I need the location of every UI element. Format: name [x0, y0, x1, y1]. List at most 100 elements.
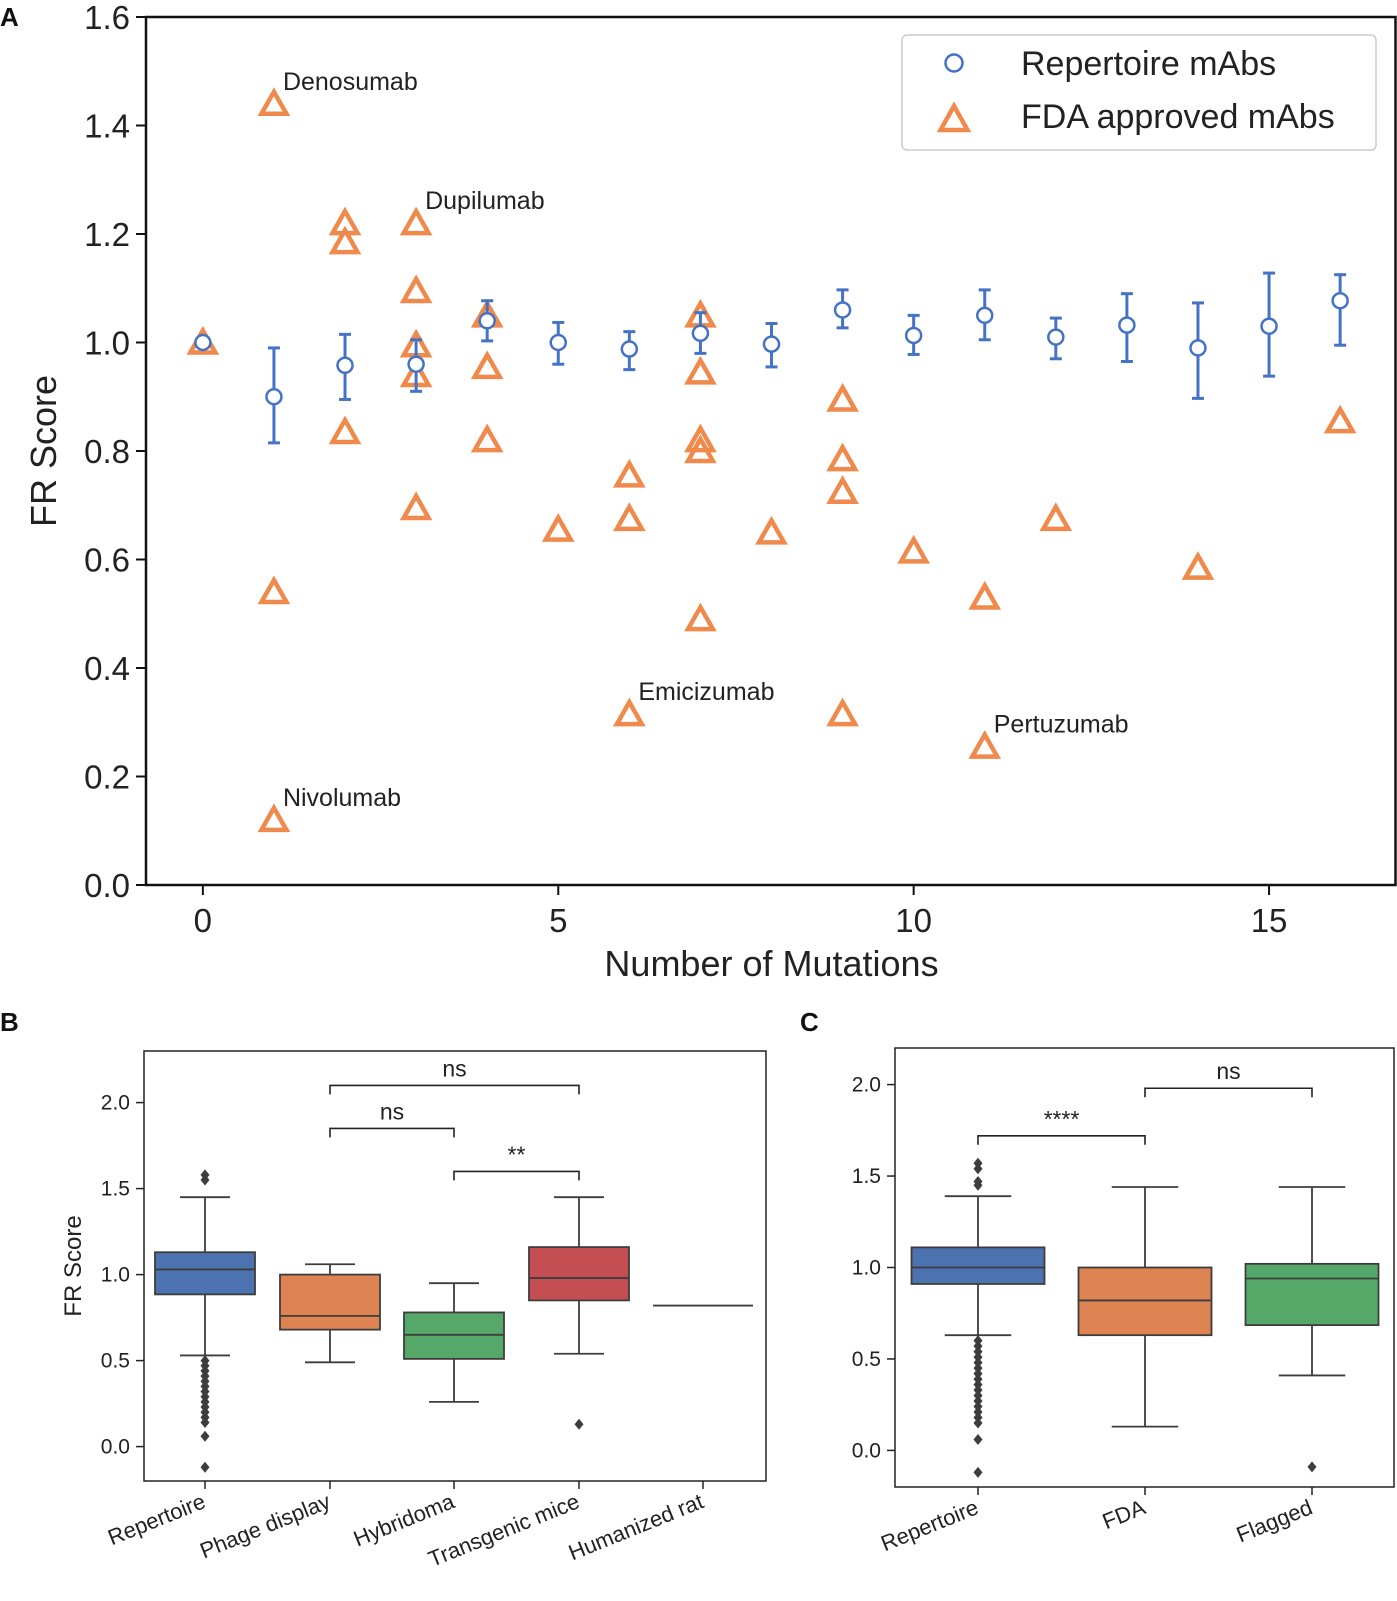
fda-point: [1181, 551, 1215, 580]
fda-point: [826, 475, 859, 504]
repertoire-point: [336, 356, 354, 375]
fda-point: [399, 491, 433, 521]
x-tick-label: Repertoire: [877, 1494, 982, 1556]
fda-point: [755, 515, 788, 545]
outlier-point: [200, 1430, 210, 1442]
x-tick-label: FDA: [1099, 1494, 1149, 1534]
outlier-point: [973, 1163, 983, 1175]
repertoire-point: [194, 333, 212, 352]
outlier-point: [973, 1417, 983, 1429]
x-tick-label: Phage display: [196, 1488, 334, 1563]
fda-point: [684, 423, 717, 453]
x-tick-label-a: 0: [194, 902, 212, 939]
repertoire-point: [975, 306, 994, 325]
box: [154, 1251, 256, 1296]
outlier-point: [973, 1433, 983, 1445]
fda-point: [399, 206, 433, 236]
y-tick-label-a: 0.8: [84, 433, 130, 470]
y-tick-label-a: 0.6: [84, 542, 130, 579]
fda-point: [826, 697, 859, 727]
fda-point: [328, 415, 362, 445]
fda-point: [897, 534, 931, 564]
repertoire-point: [407, 355, 425, 373]
box: [528, 1246, 630, 1302]
y-axis-label: FR Score: [60, 1215, 87, 1316]
box: [1244, 1262, 1380, 1327]
x-tick-label-a: 10: [895, 902, 932, 939]
y-tick-label: 2.0: [852, 1074, 881, 1097]
y-axis-label-a: FR Score: [23, 375, 64, 527]
y-tick-label: 1.5: [101, 1178, 130, 1201]
fda-point: [1039, 502, 1073, 532]
repertoire-point: [1047, 328, 1065, 346]
fda-point: [684, 355, 717, 385]
repertoire-point: [478, 312, 496, 330]
panel-c-boxplot: 0.0 0.5 1.0 1.5 2.0 Repertoire FDA Flagged ns ***…: [852, 1047, 1395, 1556]
panel-letter-b: B: [0, 1007, 19, 1037]
panel-a-scatter: 0.0 0.2 0.4 0.6 0.8 1.0 1.2 1.4 1.6 0 5 10 15 Number …: [23, 0, 1397, 984]
y-tick-label-a: 1.0: [84, 325, 130, 362]
repertoire-point: [1189, 339, 1207, 357]
y-tick-label-a: 0.2: [84, 759, 130, 796]
fda-point: [470, 350, 504, 380]
x-tick-label: Humanized rat: [565, 1488, 707, 1565]
outlier-point: [200, 1174, 210, 1186]
significance-label: ns: [380, 1098, 404, 1124]
fda-point: [968, 730, 1002, 759]
outlier-point: [200, 1461, 210, 1473]
legend-label-repertoire: Repertoire mAbs: [1021, 45, 1276, 83]
annotation-label: Emicizumab: [638, 678, 774, 706]
fda-point: [684, 602, 717, 632]
x-tick-label-a: 5: [549, 902, 567, 939]
fda-point: [328, 225, 362, 255]
box: [1077, 1266, 1213, 1337]
repertoire-point: [833, 301, 852, 319]
fda-point: [399, 274, 433, 304]
repertoire-point: [1331, 291, 1349, 310]
significance-label: ****: [1044, 1106, 1080, 1132]
y-tick-label-a: 1.4: [84, 108, 130, 145]
fda-point: [257, 803, 291, 833]
y-tick-label: 1.5: [852, 1165, 881, 1188]
fda-point: [1323, 404, 1357, 434]
repertoire-point: [1260, 317, 1278, 335]
fda-point: [541, 513, 575, 542]
significance-bracket: [329, 1084, 580, 1095]
box: [279, 1273, 381, 1331]
annotation-label: Denosumab: [283, 68, 418, 96]
legend-label-fda: FDA approved mAbs: [1021, 98, 1335, 136]
significance-label: ns: [442, 1055, 466, 1081]
legend-box: [901, 34, 1377, 151]
y-tick-label: 0.5: [852, 1348, 881, 1371]
annotation-label: Nivolumab: [283, 784, 401, 812]
y-tick-label-a: 0.4: [84, 650, 130, 687]
y-tick-label: 1.0: [101, 1264, 130, 1287]
fda-point: [257, 575, 291, 605]
x-axis-label-a: Number of Mutations: [604, 943, 938, 984]
y-tick-label: 0.0: [852, 1439, 881, 1462]
fda-point: [826, 442, 859, 472]
legend-marker-fda: [936, 101, 972, 133]
annotation-label: Pertuzumab: [994, 711, 1129, 739]
fda-point: [470, 423, 504, 453]
annotation-label: Dupilumab: [425, 187, 545, 215]
x-tick-label: Flagged: [1233, 1494, 1316, 1547]
y-tick-label: 0.5: [101, 1350, 130, 1373]
repertoire-point: [265, 388, 283, 406]
outlier-point: [973, 1179, 983, 1191]
repertoire-point: [549, 333, 568, 352]
fda-point: [684, 434, 717, 464]
x-tick-label-a: 15: [1251, 902, 1288, 939]
repertoire-point: [691, 324, 710, 343]
repertoire-point: [904, 326, 923, 345]
repertoire-point: [762, 335, 781, 353]
significance-bracket: [1144, 1087, 1313, 1098]
fda-point: [612, 458, 646, 488]
repertoire-point: [620, 340, 639, 358]
fda-point: [612, 697, 646, 727]
significance-bracket: [453, 1170, 580, 1181]
panel-letter-a: A: [0, 2, 19, 32]
outlier-point: [973, 1466, 983, 1478]
